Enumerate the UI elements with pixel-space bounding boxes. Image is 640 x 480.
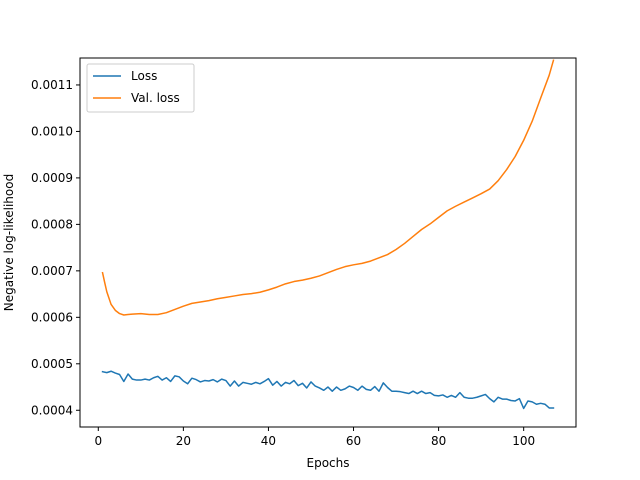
y-tick-label: 0.0007 bbox=[31, 264, 73, 278]
axes-frame bbox=[79, 57, 577, 428]
series-line-val-loss bbox=[101, 59, 555, 316]
x-tick-label: 40 bbox=[261, 434, 276, 448]
x-tick-label: 0 bbox=[94, 434, 102, 448]
x-tick-label: 100 bbox=[512, 434, 535, 448]
y-tick-label: 0.0006 bbox=[31, 310, 73, 324]
x-tick-label: 20 bbox=[176, 434, 191, 448]
x-tick-label: 80 bbox=[431, 434, 446, 448]
y-axis-ticks: 0.0004 0.0005 0.0006 0.0007 0.0008 0.0009 0.00… bbox=[31, 78, 80, 417]
x-tick-label: 60 bbox=[346, 434, 361, 448]
series-line-loss bbox=[101, 370, 555, 410]
y-axis-title: Negative log-likelihood bbox=[2, 174, 16, 311]
legend-label-val-loss: Val. loss bbox=[131, 91, 180, 105]
series-layer bbox=[101, 59, 555, 410]
y-tick-label: 0.0010 bbox=[31, 124, 73, 138]
y-tick-label: 0.0008 bbox=[31, 217, 73, 231]
y-tick-label: 0.0011 bbox=[31, 78, 73, 92]
y-tick-label: 0.0005 bbox=[31, 357, 73, 371]
y-tick-label: 0.0004 bbox=[31, 403, 73, 417]
x-axis-title: Epochs bbox=[307, 456, 350, 470]
x-axis-ticks: 0 20 40 60 80 100 bbox=[94, 427, 535, 448]
y-tick-label: 0.0009 bbox=[31, 171, 73, 185]
legend-label-loss: Loss bbox=[131, 69, 157, 83]
legend: Loss Val. loss bbox=[86, 63, 195, 113]
